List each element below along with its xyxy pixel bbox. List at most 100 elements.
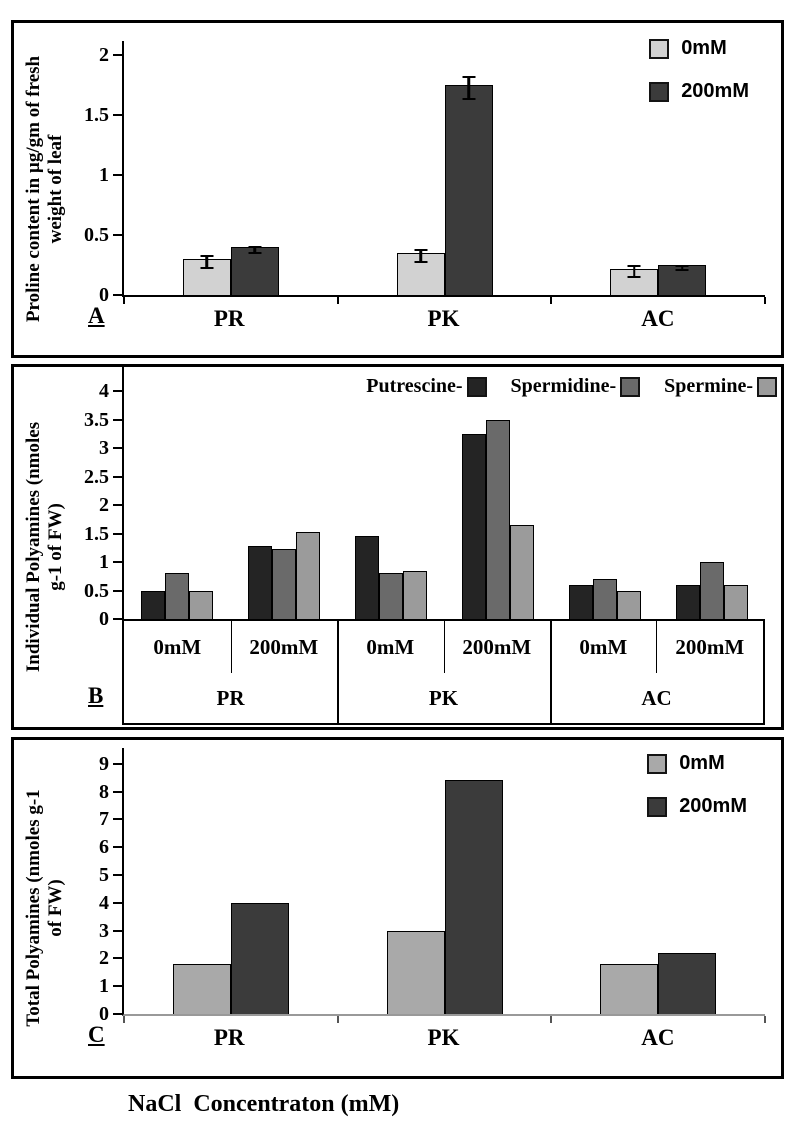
bar-cluster-PR (172, 902, 289, 1014)
legend-swatch-icon (649, 81, 670, 102)
legend-label: 0mM (679, 752, 725, 774)
bar-B-Spermidine-PR-0mM (165, 573, 190, 619)
y-tick-label: 0 (99, 284, 109, 306)
x-axis-tick (764, 297, 766, 304)
y-axis-title-line1: Total Polyamines (nmoles g-1 (23, 789, 45, 1027)
y-tick-mark (113, 561, 122, 563)
x-subcategory-label-PR-200mM: 200mM (249, 634, 319, 659)
bar-A-200mM-PK (444, 76, 493, 295)
y-axis-title-line2: weight of leaf (45, 134, 66, 244)
y-axis-proline: 0 0.5 1 1.5 2 (76, 23, 122, 306)
x-axis-tick (123, 297, 125, 304)
y-tick-mark (113, 475, 122, 478)
error-bar (627, 264, 641, 279)
x-category-labels-total-polyamines: PR PK AC (122, 1016, 765, 1072)
bar-B-Putrescine-PR-0mM (141, 590, 166, 619)
bar-group-PK (338, 748, 552, 1014)
bar-B-Spermine-PR-0mM (189, 590, 214, 619)
y-tick-label: 1.5 (84, 104, 109, 126)
y-tick-label: 2 (99, 44, 109, 66)
x-subcategory-label-PK-200mM: 200mM (462, 634, 532, 659)
bar-A-200mM-PR (230, 245, 279, 295)
table-divider-group (336, 621, 339, 723)
table-divider-sub (656, 621, 658, 673)
legend-entry-Putrescine: Putrescine- (366, 375, 487, 398)
bar-group-AC (551, 41, 765, 295)
legend-label: 0mM (681, 37, 727, 59)
panel-letter-A: A (88, 303, 105, 328)
y-axis-individual-polyamines: 0 0.5 1 1.5 2 2.5 3 3.5 4 (76, 367, 122, 630)
legend-total-polyamines: 0mM 200mM (647, 752, 747, 818)
y-tick-label: 3 (99, 437, 109, 459)
bar-group-PR (124, 367, 338, 619)
legend-label: Spermine- (664, 375, 753, 397)
panel-letter-B: B (88, 683, 104, 708)
y-tick-mark (113, 294, 122, 296)
legend-entry-0mM: 0mM (647, 752, 747, 775)
bar-B-Putrescine-PK-200mM (461, 433, 486, 619)
y-tick-mark (113, 174, 122, 176)
x-category-label-PR: PR (213, 1025, 245, 1050)
y-tick-label: 7 (99, 808, 109, 831)
bar-cluster-PR (182, 245, 279, 295)
panel-proline: Proline content in µg/gm of fresh weight… (11, 20, 784, 358)
y-axis-title-line2: of FW) (45, 879, 66, 937)
x-axis-tick (550, 297, 553, 304)
bar-cluster-PR-200mM (231, 532, 338, 619)
x-axis-tick (550, 1016, 553, 1023)
panel-individual-polyamines: Individual Polyamines (nmoles g-1 of FW)… (11, 364, 784, 730)
y-tick-label: 1 (99, 551, 109, 573)
y-tick-mark (113, 762, 122, 765)
y-tick-label: 1 (99, 975, 109, 998)
y-tick-mark (113, 589, 122, 592)
error-bar (462, 76, 475, 100)
x-category-labels-proline: PR PK AC (122, 297, 765, 337)
y-tick-mark (113, 504, 122, 506)
x-subcategory-label-AC-0mM: 0mM (579, 634, 628, 659)
y-tick-mark (113, 532, 122, 535)
bar-B-Spermine-PK-0mM (403, 570, 428, 619)
chart-area-individual-polyamines: 0 0.5 1 1.5 2 2.5 3 3.5 4 B 0mM 200mM 0mM 200mM 0mM 2… (76, 367, 781, 727)
x-group-label-PK: PK (428, 685, 459, 710)
bar-B-Spermidine-PK-200mM (485, 419, 510, 619)
y-tick-label: 3.5 (84, 408, 109, 431)
y-tick-mark (113, 54, 122, 56)
bar-cluster-AC (600, 952, 717, 1014)
chart-area-proline: 0 0.5 1 1.5 2 A PR PK AC 0mM 200mM (76, 23, 781, 355)
legend-entry-200mM: 200mM (647, 795, 747, 818)
y-tick-mark (113, 985, 122, 988)
x-category-label-AC: AC (641, 1025, 675, 1050)
x-subcategory-label-AC-200mM: 200mM (675, 634, 745, 659)
y-tick-label: 6 (99, 836, 109, 859)
bar-B-Spermidine-PR-200mM (272, 549, 297, 619)
bar-C-200mM-AC (658, 952, 717, 1014)
error-bar (675, 264, 689, 272)
bar-B-Spermidine-AC-200mM (699, 562, 724, 619)
bar-group-PK (338, 367, 552, 619)
legend-label: Spermidine- (510, 375, 617, 397)
x-category-label-PR: PR (213, 306, 245, 331)
y-tick-label: 0 (99, 608, 109, 630)
y-axis-title-line1: Individual Polyamines (nmoles (23, 421, 45, 673)
bar-B-Spermidine-AC-0mM (592, 579, 617, 619)
legend-swatch-icon (466, 376, 487, 397)
bar-group-PR (124, 41, 338, 295)
figure-x-axis-title: NaCl Concentraton (mM) (128, 1091, 400, 1117)
error-bar (414, 249, 427, 263)
y-tick-label: 3 (99, 919, 109, 942)
y-axis-title-line1: Proline content in µg/gm of fresh (23, 55, 45, 323)
bar-B-Spermine-PR-200mM (296, 532, 321, 619)
y-tick-label: 4 (99, 891, 109, 914)
plot-area-proline (122, 41, 766, 304)
y-tick-mark (113, 901, 122, 904)
x-group-label-PR: PR (216, 685, 245, 710)
x-category-table: 0mM 200mM 0mM 200mM 0mM 200mM PR PK AC (122, 621, 765, 725)
y-tick-mark (113, 874, 122, 876)
y-tick-mark (113, 114, 122, 116)
bar-cluster-AC-200mM (658, 562, 765, 619)
legend-label: 200mM (681, 80, 749, 102)
y-axis-total-polyamines: 0 1 2 3 4 5 6 7 8 9 (76, 740, 122, 1025)
x-group-label-AC: AC (641, 685, 672, 710)
bar-C-200mM-PR (230, 902, 289, 1014)
x-axis-tick (123, 1016, 125, 1023)
